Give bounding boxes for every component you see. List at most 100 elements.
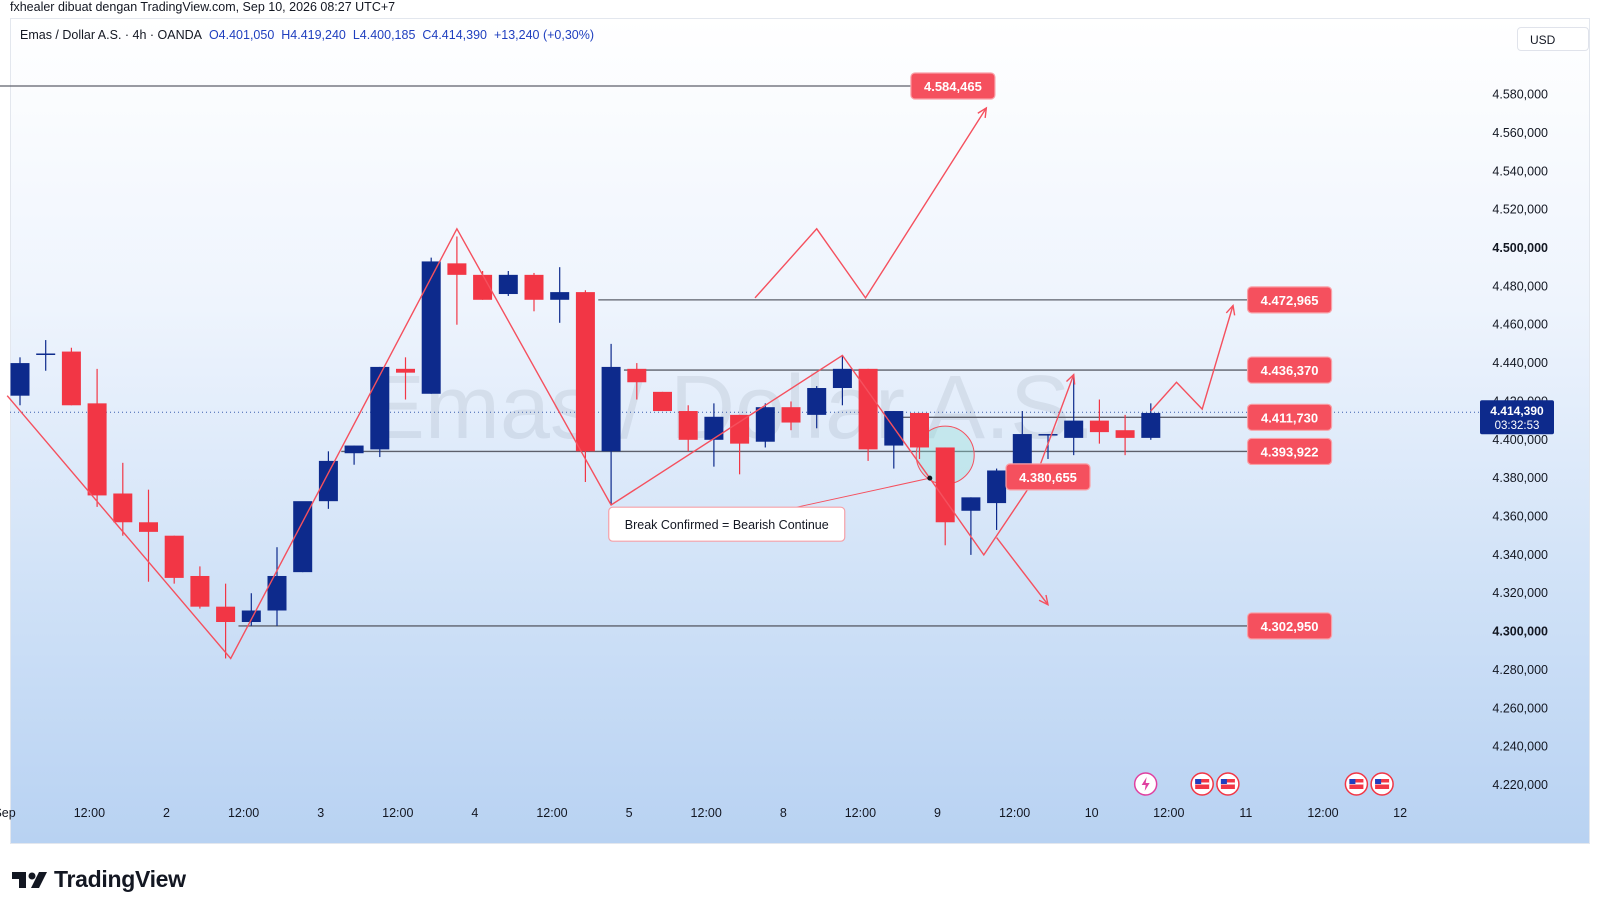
- x-tick-label: 2: [163, 806, 170, 820]
- y-tick-label: 4.540,000: [1492, 164, 1548, 178]
- current-price-label: 4.414,390: [1490, 404, 1544, 418]
- lightning-glyph: [1141, 777, 1150, 791]
- bearish-candle: [61, 351, 81, 406]
- anchor-dot: [927, 475, 933, 481]
- y-tick-label: 4.220,000: [1492, 778, 1548, 792]
- x-tick-label: Sep: [0, 806, 16, 820]
- legend-change: +13,240 (+0,30%): [493, 28, 595, 42]
- x-tick-label: 12:00: [536, 806, 567, 820]
- x-tick-label: 10: [1085, 806, 1099, 820]
- arrowhead: [977, 106, 988, 118]
- zigzag-annotation: [1150, 305, 1234, 412]
- bearish-candle: [113, 493, 133, 523]
- y-tick-label: 4.480,000: [1492, 279, 1548, 293]
- bullish-candle: [421, 261, 441, 394]
- bearish-candle: [575, 292, 595, 452]
- bullish-candle: [807, 388, 827, 415]
- bullish-candle: [293, 501, 313, 573]
- bearish-candle: [730, 414, 750, 444]
- callout-leader: [796, 477, 930, 508]
- bullish-candle: [550, 292, 570, 300]
- y-tick-label: 4.520,000: [1492, 203, 1548, 217]
- bearish-candle: [164, 535, 184, 578]
- y-tick-label: 4.500,000: [1492, 241, 1548, 255]
- tradingview-logo[interactable]: TradingView: [12, 866, 186, 893]
- x-tick-label: 12:00: [845, 806, 876, 820]
- bearish-candle: [396, 368, 415, 373]
- legend-close: C4.414,390: [422, 28, 487, 42]
- bearish-candle: [87, 403, 107, 496]
- bar-countdown: 03:32:53: [1495, 420, 1540, 432]
- bearish-candle: [190, 575, 210, 607]
- y-tick-label: 4.240,000: [1492, 740, 1548, 754]
- y-tick-label: 4.260,000: [1492, 701, 1548, 715]
- symbol-name[interactable]: Emas / Dollar A.S. · 4h · OANDA: [20, 28, 202, 42]
- bearish-candle: [678, 411, 698, 440]
- y-tick-label: 4.460,000: [1492, 318, 1548, 332]
- level-price-tag: [1246, 437, 1333, 466]
- x-tick-label: 8: [780, 806, 787, 820]
- price-tag: [1005, 463, 1091, 491]
- x-tick-label: 9: [934, 806, 941, 820]
- brand-name: TradingView: [54, 866, 186, 892]
- y-tick-label: 4.380,000: [1492, 471, 1548, 485]
- bearish-candle: [627, 368, 647, 383]
- bullish-candle: [987, 470, 1007, 504]
- level-price-tag: [1246, 403, 1333, 431]
- bullish-candle: [961, 497, 981, 511]
- y-tick-label: 4.280,000: [1492, 663, 1548, 677]
- bearish-candle: [781, 407, 801, 423]
- bullish-candle: [267, 575, 287, 611]
- arrowhead: [1065, 373, 1076, 385]
- bullish-candle: [498, 274, 518, 295]
- bearish-candle: [447, 263, 467, 275]
- bullish-candle: [318, 460, 338, 502]
- flag-stripe: [1220, 782, 1235, 785]
- flag-canton: [1375, 779, 1382, 784]
- bearish-candle: [1115, 430, 1135, 438]
- level-price-label: 4.393,922: [1261, 444, 1319, 459]
- y-tick-label: 4.440,000: [1492, 356, 1548, 370]
- y-tick-label: 4.320,000: [1492, 586, 1548, 600]
- y-tick-label: 4.360,000: [1492, 510, 1548, 524]
- x-tick-label: 5: [626, 806, 633, 820]
- watermark: Emas / Dollar A.S.: [365, 358, 1095, 458]
- x-tick-label: 11: [1239, 806, 1252, 820]
- x-tick-label: 12:00: [228, 806, 259, 820]
- zigzag-annotation: [754, 107, 987, 300]
- bullish-candle: [601, 366, 621, 452]
- zigzag-annotation: [996, 537, 1049, 606]
- chart-credit: fxhealer dibuat dengan TradingView.com, …: [10, 0, 396, 14]
- x-tick-label: 12:00: [691, 806, 722, 820]
- callout-text: Break Confirmed = Bearish Continue: [625, 518, 829, 532]
- price-tag-label: 4.380,655: [1019, 470, 1077, 485]
- bearish-candle: [935, 447, 955, 523]
- x-tick-label: 3: [317, 806, 324, 820]
- y-tick-label: 4.580,000: [1492, 88, 1548, 102]
- flag-stripe: [1195, 782, 1210, 785]
- bearish-candle: [858, 368, 878, 450]
- x-tick-label: 12:00: [74, 806, 105, 820]
- level-price-label: 4.411,730: [1261, 410, 1318, 425]
- x-tick-label: 12:00: [1307, 806, 1338, 820]
- chart-pane[interactable]: [10, 18, 1590, 844]
- bullish-candle: [1012, 434, 1032, 471]
- bearish-candle: [139, 522, 158, 532]
- bullish-candle: [755, 407, 775, 442]
- bearish-candle: [1089, 420, 1109, 433]
- x-tick-label: 12:00: [1153, 806, 1184, 820]
- currency-button[interactable]: USD: [1517, 27, 1589, 51]
- x-tick-label: 12:00: [999, 806, 1030, 820]
- y-tick-label: 4.400,000: [1492, 433, 1548, 447]
- bearish-candle: [216, 606, 236, 623]
- x-tick-label: 12:00: [382, 806, 413, 820]
- level-price-label: 4.472,965: [1261, 293, 1319, 308]
- bullish-candle: [36, 353, 56, 355]
- flag-stripe: [1349, 782, 1364, 785]
- x-tick-label: 12: [1393, 806, 1407, 820]
- legend-high: H4.419,240: [281, 28, 346, 42]
- level-price-label: 4.436,370: [1261, 363, 1319, 378]
- y-tick-label: 4.300,000: [1492, 625, 1548, 639]
- bearish-candle: [910, 412, 929, 448]
